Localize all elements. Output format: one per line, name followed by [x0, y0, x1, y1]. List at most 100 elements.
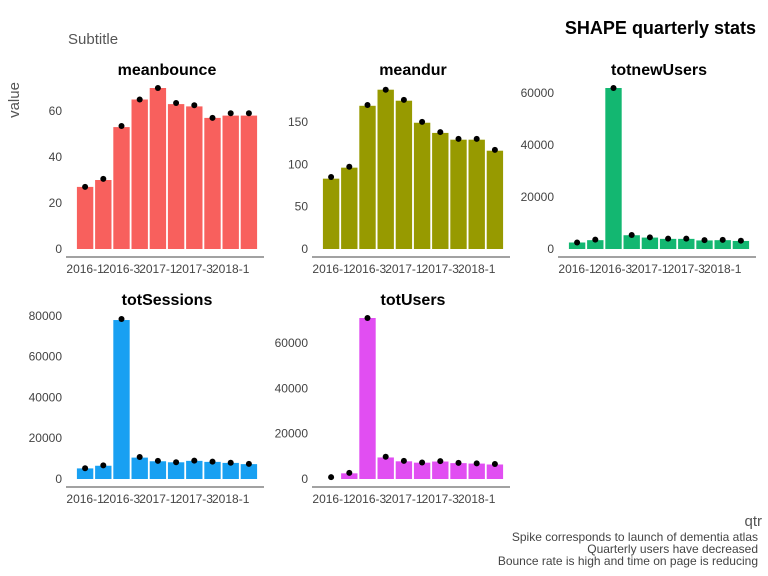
- x-tick-label: 2018-1: [704, 262, 742, 276]
- y-tick-label: 80000: [29, 309, 63, 323]
- caption-line-2: Quarterly users have decreased: [587, 542, 758, 556]
- y-tick-label: 0: [301, 472, 308, 486]
- bar: [186, 106, 203, 250]
- data-point: [610, 85, 617, 91]
- bar: [432, 132, 449, 249]
- facet-title: totSessions: [122, 292, 213, 309]
- data-point: [227, 459, 234, 466]
- x-tick-label: 2017-1: [385, 492, 423, 506]
- bar: [486, 150, 504, 249]
- y-tick-label: 40: [49, 150, 63, 164]
- facet-title: totnewUsers: [611, 62, 707, 79]
- x-tick-label: 2016-3: [103, 492, 141, 506]
- x-tick-label: 2017-3: [422, 492, 460, 506]
- data-point: [209, 114, 216, 121]
- data-point: [455, 135, 462, 142]
- bar: [359, 318, 376, 479]
- y-tick-label: 60000: [275, 336, 309, 350]
- x-tick-label: 2016-1: [312, 262, 350, 276]
- data-point: [82, 183, 89, 190]
- data-point: [136, 96, 143, 103]
- y-tick-label: 0: [55, 472, 62, 486]
- chart-title: SHAPE quarterly stats: [565, 18, 756, 38]
- chart-subtitle: Subtitle: [68, 31, 118, 48]
- caption-line-1: Spike corresponds to launch of dementia …: [512, 530, 758, 544]
- bar: [149, 88, 167, 249]
- bar: [131, 457, 148, 479]
- bar: [76, 468, 94, 479]
- bar: [113, 320, 130, 479]
- x-tick-label: 2017-1: [385, 262, 423, 276]
- bar: [222, 115, 239, 249]
- bar: [450, 463, 467, 479]
- y-tick-label: 150: [288, 115, 308, 129]
- bar: [678, 238, 695, 249]
- bar: [131, 99, 148, 249]
- data-point: [646, 234, 653, 241]
- y-tick-label: 40000: [275, 381, 309, 395]
- data-point: [227, 110, 234, 117]
- data-point: [209, 458, 216, 465]
- y-tick-label: 20000: [275, 427, 309, 441]
- caption-line-3: Bounce rate is high and time on page is …: [498, 554, 758, 568]
- data-point: [382, 453, 389, 460]
- bar: [659, 238, 677, 249]
- x-tick-label: 2016-1: [66, 492, 104, 506]
- bar: [395, 100, 413, 249]
- data-point: [154, 85, 161, 91]
- bar: [641, 237, 659, 249]
- y-tick-label: 0: [55, 242, 62, 256]
- bar: [186, 460, 203, 479]
- bar: [468, 463, 485, 479]
- data-point: [191, 102, 198, 109]
- data-point: [346, 469, 353, 476]
- data-point: [574, 239, 581, 246]
- bar: [322, 178, 340, 249]
- data-point: [665, 235, 672, 242]
- data-point: [346, 163, 353, 170]
- x-tick-label: 2016-1: [312, 492, 350, 506]
- x-tick-label: 2018-1: [458, 492, 496, 506]
- x-axis-title: qtr: [744, 513, 762, 530]
- bar: [377, 457, 394, 479]
- data-point: [437, 129, 444, 136]
- bar: [450, 139, 467, 249]
- data-point: [328, 474, 335, 481]
- x-tick-label: 2018-1: [212, 262, 250, 276]
- bar: [623, 235, 640, 249]
- bar: [204, 117, 221, 250]
- facet-title: totUsers: [381, 292, 446, 309]
- y-tick-label: 20: [49, 196, 63, 210]
- bar: [95, 180, 112, 249]
- bar: [113, 127, 130, 249]
- facet-title: meanbounce: [118, 62, 217, 79]
- data-point: [683, 235, 690, 242]
- x-tick-label: 2018-1: [212, 492, 250, 506]
- data-point: [628, 231, 635, 238]
- data-point: [473, 460, 480, 467]
- data-point: [118, 316, 125, 323]
- bar: [732, 240, 750, 249]
- bar: [377, 89, 394, 250]
- bar: [95, 465, 112, 479]
- data-point: [82, 465, 89, 472]
- bar: [149, 461, 167, 479]
- data-point: [245, 460, 252, 467]
- data-point: [328, 173, 335, 180]
- y-tick-label: 60000: [29, 350, 63, 364]
- y-tick-label: 40000: [29, 390, 63, 404]
- y-tick-label: 20000: [521, 190, 555, 204]
- data-point: [245, 110, 252, 117]
- data-point: [100, 462, 107, 469]
- x-tick-label: 2017-1: [139, 262, 177, 276]
- x-tick-label: 2017-3: [668, 262, 706, 276]
- data-point: [701, 237, 708, 244]
- data-point: [419, 459, 426, 466]
- data-point: [382, 86, 389, 93]
- data-point: [473, 135, 480, 142]
- y-tick-label: 100: [288, 157, 308, 171]
- bar: [240, 115, 258, 249]
- bar: [605, 88, 622, 249]
